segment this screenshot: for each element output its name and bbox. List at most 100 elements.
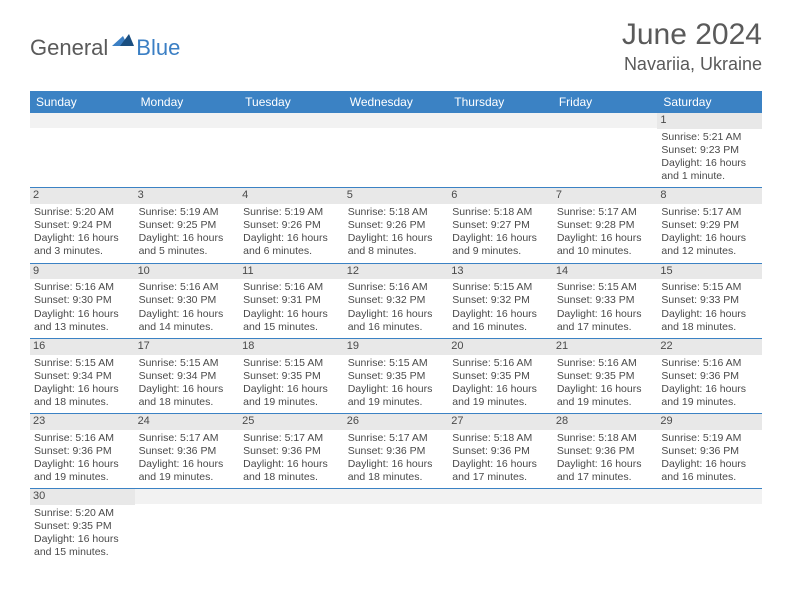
daylight-text: and 15 minutes.	[34, 546, 131, 559]
sunset-text: Sunset: 9:32 PM	[452, 294, 549, 307]
daylight-text: Daylight: 16 hours	[452, 458, 549, 471]
daylight-text: and 19 minutes.	[452, 396, 549, 409]
sunrise-text: Sunrise: 5:16 AM	[348, 281, 445, 294]
day-cell: 17Sunrise: 5:15 AMSunset: 9:34 PMDayligh…	[135, 339, 240, 413]
daylight-text: and 16 minutes.	[348, 321, 445, 334]
sunrise-text: Sunrise: 5:20 AM	[34, 206, 131, 219]
daylight-text: Daylight: 16 hours	[243, 308, 340, 321]
day-number: 21	[553, 339, 658, 355]
daylight-text: Daylight: 16 hours	[348, 232, 445, 245]
day-number: 5	[344, 188, 449, 204]
daylight-text: Daylight: 16 hours	[557, 383, 654, 396]
sunrise-text: Sunrise: 5:15 AM	[34, 357, 131, 370]
day-cell: 8Sunrise: 5:17 AMSunset: 9:29 PMDaylight…	[657, 188, 762, 262]
sunset-text: Sunset: 9:36 PM	[661, 370, 758, 383]
day-number	[239, 489, 344, 504]
daylight-text: and 14 minutes.	[139, 321, 236, 334]
sunrise-text: Sunrise: 5:20 AM	[34, 507, 131, 520]
daylight-text: Daylight: 16 hours	[452, 232, 549, 245]
daylight-text: Daylight: 16 hours	[348, 458, 445, 471]
day-number	[553, 489, 658, 504]
day-header-monday: Monday	[135, 91, 240, 113]
daylight-text: Daylight: 16 hours	[139, 458, 236, 471]
sunrise-text: Sunrise: 5:16 AM	[243, 281, 340, 294]
daylight-text: Daylight: 16 hours	[452, 383, 549, 396]
sunrise-text: Sunrise: 5:16 AM	[452, 357, 549, 370]
sunrise-text: Sunrise: 5:18 AM	[348, 206, 445, 219]
day-header-wednesday: Wednesday	[344, 91, 449, 113]
sunrise-text: Sunrise: 5:17 AM	[661, 206, 758, 219]
sunrise-text: Sunrise: 5:19 AM	[661, 432, 758, 445]
sunrise-text: Sunrise: 5:17 AM	[557, 206, 654, 219]
day-number: 27	[448, 414, 553, 430]
daylight-text: Daylight: 16 hours	[34, 533, 131, 546]
sunset-text: Sunset: 9:30 PM	[139, 294, 236, 307]
sunrise-text: Sunrise: 5:15 AM	[348, 357, 445, 370]
day-header-tuesday: Tuesday	[239, 91, 344, 113]
empty-cell	[135, 489, 240, 563]
sunrise-text: Sunrise: 5:21 AM	[661, 131, 758, 144]
daylight-text: Daylight: 16 hours	[661, 383, 758, 396]
sunset-text: Sunset: 9:25 PM	[139, 219, 236, 232]
calendar: SundayMondayTuesdayWednesdayThursdayFrid…	[30, 91, 762, 564]
sunset-text: Sunset: 9:31 PM	[243, 294, 340, 307]
day-number: 2	[30, 188, 135, 204]
daylight-text: Daylight: 16 hours	[243, 383, 340, 396]
day-number: 20	[448, 339, 553, 355]
day-number: 22	[657, 339, 762, 355]
daylight-text: and 19 minutes.	[557, 396, 654, 409]
daylight-text: Daylight: 16 hours	[139, 308, 236, 321]
day-number	[135, 113, 240, 128]
day-number	[135, 489, 240, 504]
logo-text-blue: Blue	[136, 35, 180, 61]
sunset-text: Sunset: 9:35 PM	[348, 370, 445, 383]
daylight-text: and 9 minutes.	[452, 245, 549, 258]
daylight-text: and 19 minutes.	[243, 396, 340, 409]
daylight-text: and 17 minutes.	[557, 471, 654, 484]
sunrise-text: Sunrise: 5:15 AM	[557, 281, 654, 294]
day-cell: 20 Sunrise: 5:16 AMSunset: 9:35 PMDayligh…	[448, 339, 553, 413]
empty-cell	[657, 489, 762, 563]
day-header-row: SundayMondayTuesdayWednesdayThursdayFrid…	[30, 91, 762, 113]
week-row: 9Sunrise: 5:16 AMSunset: 9:30 PMDaylight…	[30, 264, 762, 339]
sunset-text: Sunset: 9:33 PM	[557, 294, 654, 307]
day-number: 9	[30, 264, 135, 280]
day-cell: 4Sunrise: 5:19 AMSunset: 9:26 PMDaylight…	[239, 188, 344, 262]
sunset-text: Sunset: 9:36 PM	[452, 445, 549, 458]
daylight-text: and 6 minutes.	[243, 245, 340, 258]
daylight-text: Daylight: 16 hours	[139, 232, 236, 245]
day-cell: 11Sunrise: 5:16 AMSunset: 9:31 PMDayligh…	[239, 264, 344, 338]
sunset-text: Sunset: 9:33 PM	[661, 294, 758, 307]
day-number: 19	[344, 339, 449, 355]
sunrise-text: Sunrise: 5:15 AM	[661, 281, 758, 294]
day-cell: 9Sunrise: 5:16 AMSunset: 9:30 PMDaylight…	[30, 264, 135, 338]
sunset-text: Sunset: 9:36 PM	[557, 445, 654, 458]
sunrise-text: Sunrise: 5:19 AM	[243, 206, 340, 219]
daylight-text: and 16 minutes.	[661, 471, 758, 484]
day-cell: 12Sunrise: 5:16 AMSunset: 9:32 PMDayligh…	[344, 264, 449, 338]
daylight-text: and 18 minutes.	[34, 396, 131, 409]
daylight-text: and 10 minutes.	[557, 245, 654, 258]
sunset-text: Sunset: 9:35 PM	[557, 370, 654, 383]
sunset-text: Sunset: 9:36 PM	[661, 445, 758, 458]
daylight-text: and 1 minute.	[661, 170, 758, 183]
daylight-text: and 19 minutes.	[661, 396, 758, 409]
week-row: 23Sunrise: 5:16 AMSunset: 9:36 PMDayligh…	[30, 414, 762, 489]
day-number: 11	[239, 264, 344, 280]
day-cell: 1Sunrise: 5:21 AMSunset: 9:23 PMDaylight…	[657, 113, 762, 187]
day-cell: 2Sunrise: 5:20 AMSunset: 9:24 PMDaylight…	[30, 188, 135, 262]
daylight-text: Daylight: 16 hours	[557, 308, 654, 321]
daylight-text: and 12 minutes.	[661, 245, 758, 258]
daylight-text: and 19 minutes.	[139, 471, 236, 484]
empty-cell	[448, 489, 553, 563]
sunset-text: Sunset: 9:35 PM	[452, 370, 549, 383]
sunrise-text: Sunrise: 5:19 AM	[139, 206, 236, 219]
day-header-thursday: Thursday	[448, 91, 553, 113]
daylight-text: Daylight: 16 hours	[661, 458, 758, 471]
day-number	[553, 113, 658, 128]
daylight-text: and 3 minutes.	[34, 245, 131, 258]
daylight-text: Daylight: 16 hours	[348, 308, 445, 321]
month-title: June 2024	[622, 18, 762, 52]
sunrise-text: Sunrise: 5:17 AM	[243, 432, 340, 445]
sunset-text: Sunset: 9:26 PM	[348, 219, 445, 232]
